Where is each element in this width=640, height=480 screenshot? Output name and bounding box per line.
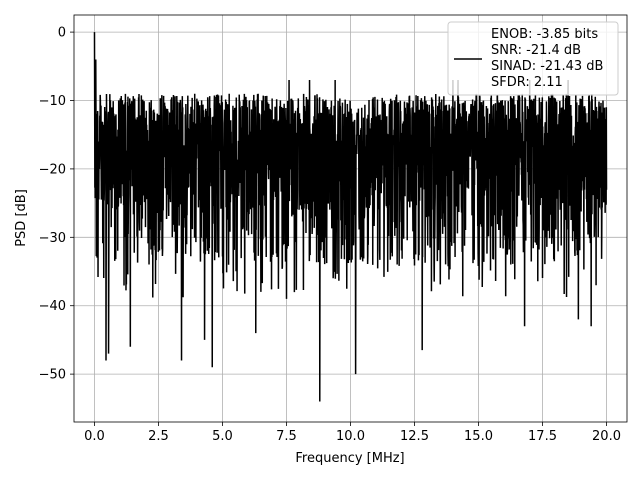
legend-box (447, 21, 619, 96)
y-tick-label: −20 (39, 162, 66, 177)
x-axis-ticks: 0.0 2.5 5.0 7.5 10.0 12.5 15.0 17.5 20.0 (84, 422, 621, 444)
x-tick-label: 10.0 (336, 429, 365, 444)
x-tick-label: 17.5 (528, 429, 557, 444)
x-tick-label: 15.0 (464, 429, 493, 444)
x-tick-label: 2.5 (148, 429, 169, 444)
y-tick-label: −30 (39, 231, 66, 246)
y-tick-label: −40 (39, 299, 66, 314)
plot-area (93, 32, 608, 402)
y-axis-ticks: 0 −10 −20 −30 −40 −50 (39, 26, 74, 383)
y-tick-label: −10 (39, 94, 66, 109)
legend-entry-sinad: SINAD: -21.43 dB (491, 59, 603, 74)
legend-entry-sfdr: SFDR: 2.11 (491, 75, 563, 90)
x-tick-label: 20.0 (592, 429, 621, 444)
psd-series-line (93, 32, 608, 402)
y-axis-label: PSD [dB] (14, 189, 29, 247)
legend-entry-enob: ENOB: -3.85 bits (491, 27, 598, 42)
y-tick-label: 0 (58, 26, 66, 41)
legend-entry-snr: SNR: -21.4 dB (491, 43, 581, 58)
y-tick-label: −50 (39, 368, 66, 383)
x-axis-label: Frequency [MHz] (295, 451, 404, 466)
x-tick-label: 5.0 (212, 429, 233, 444)
x-tick-label: 0.0 (84, 429, 105, 444)
legend: ENOB: -3.85 bits SNR: -21.4 dB SINAD: -2… (447, 21, 619, 96)
x-tick-label: 7.5 (276, 429, 297, 444)
x-tick-label: 12.5 (400, 429, 429, 444)
